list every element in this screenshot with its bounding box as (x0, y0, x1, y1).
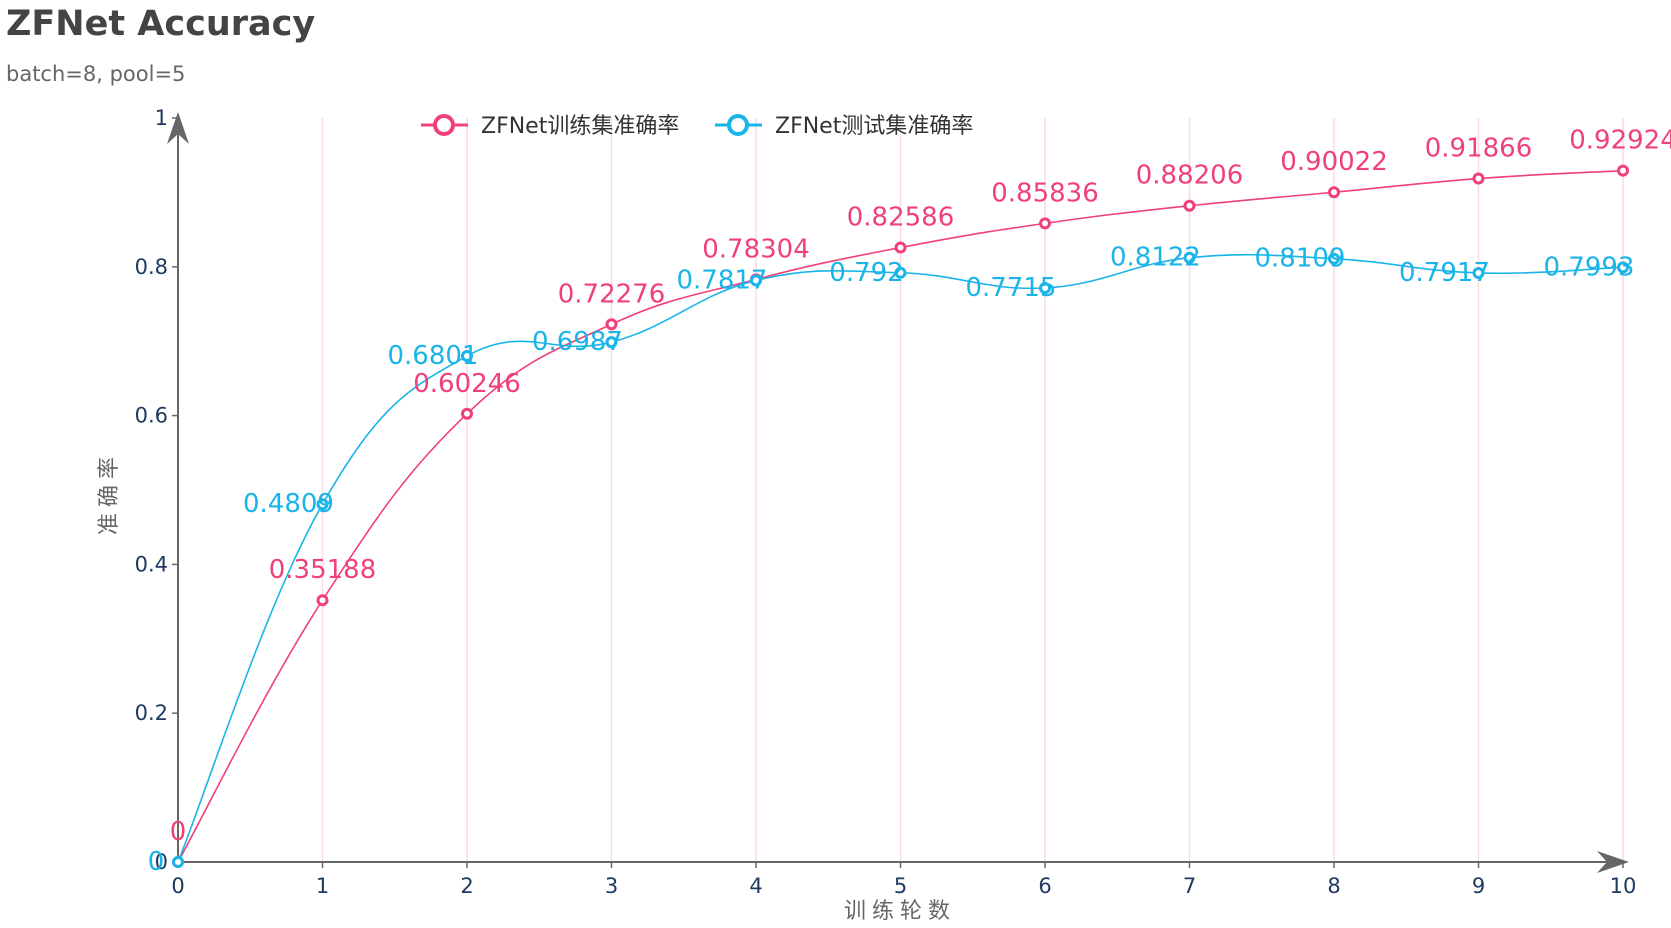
data-point[interactable] (1617, 164, 1629, 177)
data-point[interactable] (172, 856, 184, 868)
data-label: 0.60246 (413, 369, 521, 399)
y-tick-label: 0.8 (135, 255, 168, 279)
data-point[interactable] (750, 274, 762, 287)
data-label: 0.7715 (966, 273, 1057, 303)
data-label: 0.72276 (558, 279, 666, 309)
x-tick-label: 5 (894, 874, 907, 898)
x-tick-label: 7 (1183, 874, 1196, 898)
data-label: 0.85836 (991, 178, 1099, 208)
data-label: 0.6801 (388, 341, 479, 371)
x-tick-label: 0 (171, 874, 184, 898)
data-point[interactable] (1472, 172, 1485, 185)
series-line-0 (177, 169, 1624, 863)
data-point[interactable] (894, 266, 907, 279)
legend-label-test: ZFNet测试集准确率 (775, 114, 973, 139)
legend-label-train: ZFNet训练集准确率 (481, 114, 679, 139)
data-point[interactable] (1183, 199, 1196, 212)
x-tick-label: 1 (316, 874, 329, 898)
data-label: 0.78304 (702, 234, 810, 264)
data-point[interactable] (1328, 252, 1340, 265)
data-label: 0.6987 (532, 327, 623, 357)
data-point[interactable] (1183, 251, 1196, 264)
data-label: 0.7993 (1544, 252, 1635, 282)
legend-item-train[interactable]: ZFNet训练集准确率 (421, 114, 679, 139)
data-labels: 0 0.35188 0.60246 0.72276 0.78304 0.82586 0.85… (148, 126, 1671, 877)
x-tick-label: 8 (1327, 874, 1340, 898)
data-label: 0.91866 (1425, 134, 1533, 164)
y-tick-label: 0.4 (135, 552, 168, 576)
data-label: 0.8122 (1110, 243, 1201, 273)
data-label: 0 (148, 847, 165, 877)
data-label: 0.92924 (1569, 126, 1671, 156)
x-tick-label: 6 (1038, 874, 1051, 898)
data-label: 0.8109 (1255, 244, 1346, 274)
data-point[interactable] (1472, 266, 1485, 279)
data-label: 0.7817 (677, 265, 768, 295)
y-axis-label: 准确率 (97, 451, 122, 535)
x-tick-label: 3 (605, 874, 618, 898)
data-label: 0.35188 (269, 555, 377, 585)
data-point[interactable] (894, 241, 907, 254)
data-point[interactable] (316, 594, 329, 607)
data-point[interactable] (605, 318, 618, 331)
y-tick-label: 0.2 (135, 701, 168, 725)
data-label: 0.90022 (1280, 147, 1388, 177)
x-tick-label: 4 (749, 874, 762, 898)
y-axis-arrow (167, 112, 189, 144)
data-label: 0.7917 (1399, 258, 1490, 288)
tick-labels: 0 1 2 3 4 5 6 7 8 9 10 0 0.2 0.4 0.6 0.8 1 (135, 106, 1637, 898)
data-point[interactable] (461, 407, 473, 420)
series-lines (172, 164, 1629, 868)
data-label: 0.792 (829, 258, 903, 288)
chart-subtitle: batch=8, pool=5 (6, 62, 185, 86)
data-point[interactable] (316, 498, 329, 511)
data-label: 0.82586 (847, 203, 955, 233)
y-tick-label: 1 (155, 106, 168, 130)
chart-title: ZFNet Accuracy (6, 4, 315, 44)
y-tick-label: 0 (155, 850, 168, 874)
data-label: 0 (170, 817, 187, 847)
x-axis-label: 训练轮数 (844, 899, 956, 924)
y-tick-label: 0.6 (135, 404, 168, 428)
axes (167, 112, 1629, 873)
data-point[interactable] (1328, 186, 1340, 199)
grid-lines (321, 118, 1624, 862)
x-tick-label: 2 (460, 874, 473, 898)
series-line-1 (177, 253, 1624, 863)
x-tick-label: 10 (1610, 874, 1637, 898)
data-label: 0.4809 (243, 489, 334, 519)
data-point[interactable] (1039, 217, 1051, 230)
legend-item-test[interactable]: ZFNet测试集准确率 (715, 114, 973, 139)
data-point[interactable] (461, 350, 473, 363)
data-point[interactable] (605, 336, 618, 349)
x-tick-label: 9 (1472, 874, 1485, 898)
x-axis-arrow (1597, 851, 1629, 873)
data-label: 0.88206 (1136, 161, 1244, 191)
data-point[interactable] (1039, 282, 1051, 295)
data-point[interactable] (1617, 261, 1629, 274)
legend: ZFNet训练集准确率 ZFNet测试集准确率 (421, 114, 973, 139)
